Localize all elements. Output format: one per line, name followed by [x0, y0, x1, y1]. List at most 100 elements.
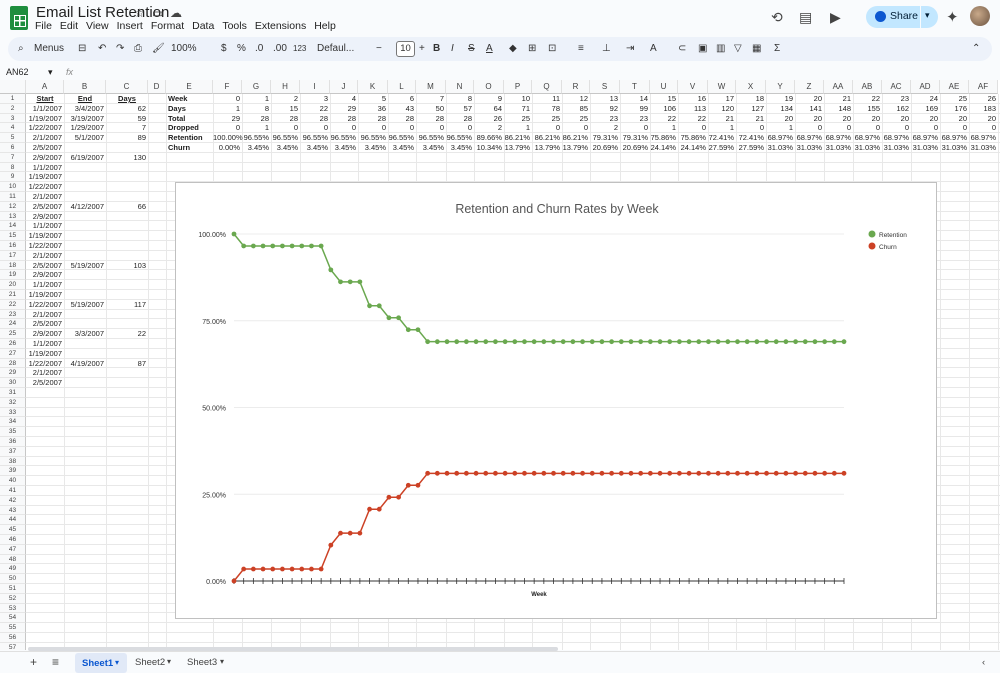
- cell[interactable]: 4/12/2007: [70, 201, 104, 211]
- column-header[interactable]: F: [213, 80, 242, 94]
- cell[interactable]: 20: [929, 113, 938, 123]
- zoom-select[interactable]: 100%: [171, 43, 197, 54]
- cell[interactable]: 1: [525, 123, 530, 133]
- cell[interactable]: 2/5/2007: [32, 378, 62, 388]
- row-label-cell[interactable]: Churn: [168, 143, 191, 152]
- cell[interactable]: 2/9/2007: [32, 329, 62, 339]
- filter-icon[interactable]: ▽: [734, 43, 742, 54]
- cell[interactable]: 2: [497, 123, 502, 133]
- cell[interactable]: 4/19/2007: [70, 358, 104, 368]
- functions-icon[interactable]: Σ: [774, 43, 781, 54]
- column-header[interactable]: G: [242, 80, 271, 94]
- row-header[interactable]: 6: [0, 143, 26, 153]
- cell[interactable]: 96.55%: [330, 133, 356, 143]
- horizontal-scrollbar[interactable]: [28, 647, 558, 651]
- cell[interactable]: 36: [377, 103, 386, 113]
- comments-icon[interactable]: ▤: [799, 9, 813, 25]
- cell[interactable]: 2/1/2007: [32, 133, 62, 143]
- row-header[interactable]: 21: [0, 290, 26, 300]
- tab-menu-icon[interactable]: ▾: [167, 657, 172, 666]
- cell[interactable]: 3.45%: [422, 143, 444, 152]
- cell[interactable]: 22: [697, 113, 706, 123]
- font-size-input[interactable]: 10: [396, 41, 415, 57]
- cell[interactable]: 20: [813, 94, 822, 103]
- cell[interactable]: 6: [409, 94, 414, 103]
- cell[interactable]: 0: [904, 123, 909, 133]
- cell[interactable]: 20: [813, 113, 822, 123]
- history-icon[interactable]: ⟲: [771, 9, 783, 25]
- text-color-icon[interactable]: A: [486, 43, 493, 54]
- column-header[interactable]: W: [708, 80, 736, 94]
- cell[interactable]: 21: [725, 113, 734, 123]
- cell[interactable]: 96.55%: [446, 133, 472, 143]
- row-header[interactable]: 16: [0, 241, 26, 251]
- row-header[interactable]: 17: [0, 250, 26, 261]
- cell[interactable]: 0: [991, 123, 996, 133]
- menu-help[interactable]: Help: [314, 20, 336, 32]
- cell[interactable]: 21: [755, 113, 764, 123]
- cell[interactable]: 2/5/2007: [32, 143, 62, 152]
- cell[interactable]: 87: [137, 358, 146, 368]
- avatar[interactable]: [970, 6, 990, 26]
- cell[interactable]: 134: [780, 103, 793, 113]
- cell[interactable]: 10.34%: [476, 143, 502, 152]
- cell[interactable]: 26: [987, 94, 996, 103]
- row-header[interactable]: 56: [0, 633, 26, 643]
- cell[interactable]: 162: [896, 103, 909, 113]
- cell[interactable]: 183: [983, 103, 996, 113]
- link-icon[interactable]: ⊂: [678, 43, 687, 54]
- cell[interactable]: 26: [493, 113, 502, 123]
- cell[interactable]: 28: [405, 113, 414, 123]
- cell[interactable]: 103: [133, 260, 146, 270]
- tool-icon[interactable]: ⊟: [78, 43, 87, 54]
- header-cell[interactable]: Days: [118, 94, 136, 103]
- rotate-icon[interactable]: A: [650, 43, 657, 54]
- row-label-cell[interactable]: Dropped: [168, 123, 199, 133]
- add-sheet-icon[interactable]: +: [30, 655, 38, 669]
- row-label-cell[interactable]: Total: [168, 113, 186, 123]
- column-header[interactable]: N: [446, 80, 474, 94]
- column-header[interactable]: X: [736, 80, 766, 94]
- cell[interactable]: 0: [439, 123, 444, 133]
- row-header[interactable]: 23: [0, 309, 26, 320]
- increase-decimal-button[interactable]: .00: [273, 43, 287, 54]
- share-dropdown-icon[interactable]: ▾: [925, 10, 930, 20]
- cell[interactable]: 22: [137, 329, 146, 339]
- cell[interactable]: 79.31%: [592, 133, 618, 143]
- star-icon[interactable]: ☆: [134, 6, 145, 20]
- cell[interactable]: 176: [954, 103, 967, 113]
- column-header[interactable]: AA: [824, 80, 853, 94]
- cell[interactable]: 89: [137, 133, 146, 143]
- menu-edit[interactable]: Edit: [59, 20, 79, 32]
- cell[interactable]: 3.45%: [364, 143, 386, 152]
- menu-format[interactable]: Format: [150, 20, 185, 32]
- row-header[interactable]: 26: [0, 339, 26, 349]
- tab-sheet2[interactable]: Sheet2: [135, 657, 166, 668]
- cell[interactable]: 13.79%: [562, 143, 588, 152]
- column-header[interactable]: H: [271, 80, 300, 94]
- cell[interactable]: 5/1/2007: [74, 133, 104, 143]
- currency-button[interactable]: $: [221, 43, 227, 54]
- row-header[interactable]: 24: [0, 319, 26, 330]
- cell[interactable]: 2/5/2007: [32, 201, 62, 211]
- menu-extensions[interactable]: Extensions: [254, 20, 307, 32]
- row-header[interactable]: 2: [0, 103, 26, 114]
- cell[interactable]: 2/1/2007: [32, 309, 62, 319]
- cell[interactable]: 2/5/2007: [32, 319, 62, 329]
- cell[interactable]: 0: [817, 123, 822, 133]
- row-header[interactable]: 50: [0, 574, 26, 584]
- cell[interactable]: 13: [609, 94, 618, 103]
- row-label-cell[interactable]: Days: [168, 103, 186, 113]
- tab-menu-icon[interactable]: ▾: [115, 658, 120, 667]
- cell[interactable]: 0: [235, 123, 240, 133]
- row-header[interactable]: 47: [0, 544, 26, 555]
- row-header[interactable]: 39: [0, 466, 26, 477]
- cell[interactable]: 62: [137, 103, 146, 113]
- cell[interactable]: 25: [551, 113, 560, 123]
- row-header[interactable]: 12: [0, 201, 26, 212]
- move-folder-icon[interactable]: ▭: [152, 6, 164, 20]
- cell[interactable]: 3.45%: [392, 143, 414, 152]
- row-header[interactable]: 41: [0, 486, 26, 496]
- row-header[interactable]: 15: [0, 231, 26, 241]
- embedded-chart[interactable]: Retention and Churn Rates by Week 0.00% 25…: [175, 182, 937, 619]
